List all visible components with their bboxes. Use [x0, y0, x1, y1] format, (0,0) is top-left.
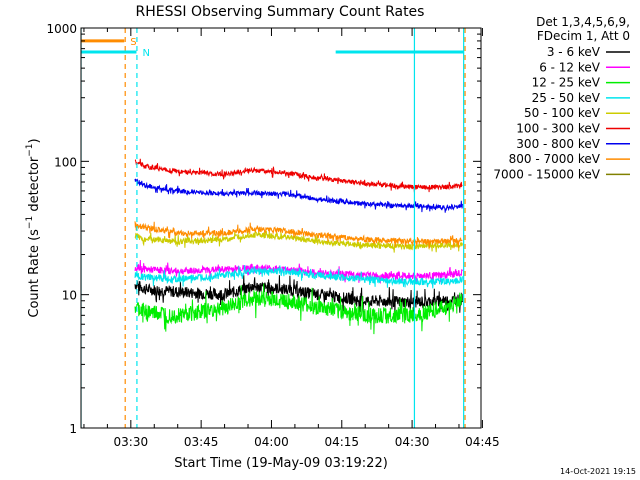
legend-header-line-2: FDecim 1, Att 0 [537, 29, 630, 43]
y-axis-label-sup-2: −1 [25, 143, 35, 156]
legend-label: 12 - 25 keV [532, 76, 601, 90]
series-line [134, 158, 463, 193]
generated-timestamp: 14-Oct-2021 19:15 [560, 467, 636, 476]
series-line [134, 275, 463, 315]
x-tick-label: 03:45 [184, 435, 219, 449]
y-tick-label: 100 [54, 155, 77, 169]
marker-layer: SN [81, 28, 466, 428]
y-axis: 1 10 100 1000 [46, 22, 481, 436]
y-tick-label: 1000 [46, 22, 77, 36]
x-axis-label: Start Time (19-May-09 03:19:22) [174, 456, 388, 471]
series-line [134, 229, 463, 253]
legend-header-line-1: Det 1,3,4,5,6,9, [536, 15, 630, 29]
legend-label: 7000 - 15000 keV [493, 167, 600, 181]
y-axis-label-mid: detector [27, 156, 42, 216]
series-layer [134, 158, 463, 335]
y-axis-label: Count Rate (s−1 detector−1) [25, 138, 42, 317]
x-tick-label: 04:00 [254, 435, 289, 449]
plot-area: SN [81, 28, 466, 428]
y-tick-label: 1 [69, 422, 77, 436]
x-axis: 03:30 03:45 04:00 04:15 04:30 04:45 [83, 28, 500, 449]
legend-label: 800 - 7000 keV [509, 152, 601, 166]
series-line [134, 178, 463, 213]
state-bar-label: N [142, 48, 149, 59]
series-line [134, 265, 463, 289]
x-tick-label: 04:45 [465, 435, 500, 449]
x-tick-label: 03:30 [114, 435, 149, 449]
legend-label: 50 - 100 keV [524, 106, 601, 120]
y-axis-label-main: Count Rate (s [27, 229, 42, 318]
state-bar-label: S [130, 37, 136, 48]
legend-label: 300 - 800 keV [516, 137, 600, 151]
legend-label: 25 - 50 keV [532, 91, 601, 105]
chart-title: RHESSI Observing Summary Count Rates [136, 4, 425, 20]
series-line [134, 221, 463, 250]
series-line [134, 283, 463, 335]
y-tick-label: 10 [62, 289, 77, 303]
legend-label: 6 - 12 keV [539, 60, 601, 74]
legend-label: 100 - 300 keV [516, 122, 600, 136]
legend-label: 3 - 6 keV [547, 45, 601, 59]
y-axis-label-end: ) [27, 138, 42, 143]
y-axis-label-sup-1: −1 [25, 216, 35, 229]
x-tick-label: 04:30 [395, 435, 430, 449]
legend: Det 1,3,4,5,6,9, FDecim 1, Att 0 3 - 6 k… [493, 15, 630, 181]
plot-frame [80, 27, 482, 429]
x-tick-label: 04:15 [324, 435, 359, 449]
